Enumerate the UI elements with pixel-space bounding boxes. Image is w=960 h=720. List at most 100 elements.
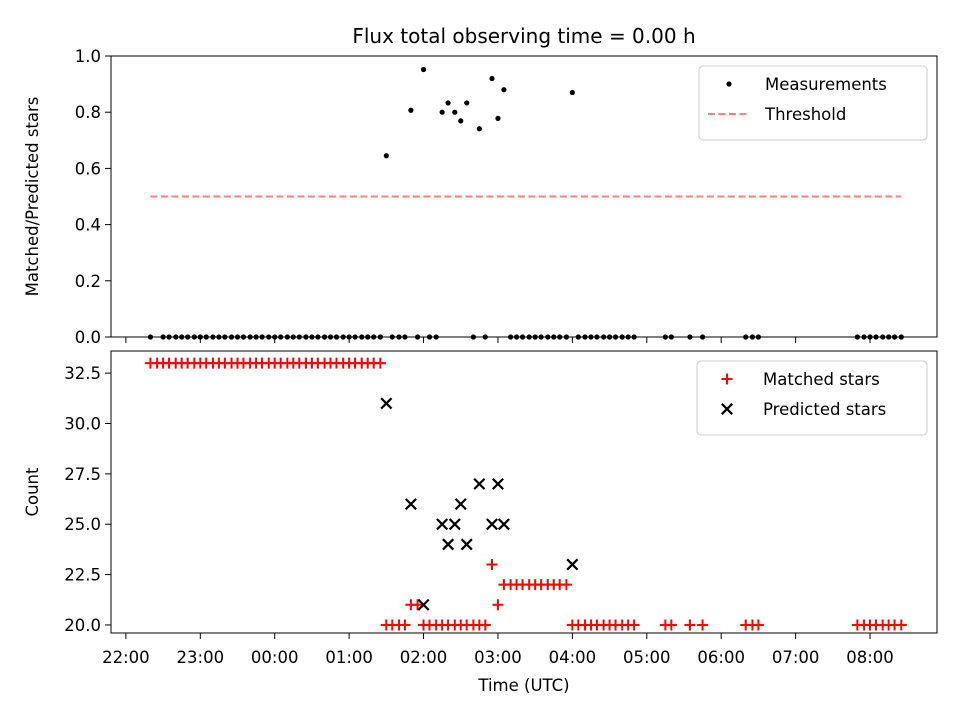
bottom-y-tick-label: 27.5	[64, 465, 101, 484]
x-axis-label: Time (UTC)	[477, 676, 569, 695]
predicted-star-point	[460, 538, 473, 551]
matched-star-point	[374, 357, 386, 369]
x-tick-label: 07:00	[772, 648, 820, 667]
measurement-point	[476, 126, 482, 132]
predicted-star-point	[380, 397, 393, 410]
measurement-point	[891, 334, 898, 340]
measurement-point	[240, 334, 247, 340]
matched-star-point	[628, 619, 640, 631]
measurement-point	[551, 334, 557, 340]
measurement-point	[147, 334, 154, 340]
bottom-axes-frame	[110, 350, 938, 634]
predicted-star-point	[448, 518, 461, 531]
measurement-point	[266, 334, 272, 340]
legend-measurement-swatch	[726, 81, 732, 87]
top-y-tick-label: 1.0	[75, 47, 101, 66]
measurement-point	[315, 334, 321, 340]
measurement-point	[538, 334, 544, 340]
measurement-point	[309, 334, 315, 340]
bottom-y-tick-label: 22.5	[64, 566, 101, 585]
measurement-point	[513, 334, 520, 340]
measurement-point	[352, 334, 358, 340]
measurement-point	[898, 334, 904, 340]
measurement-point	[582, 334, 588, 340]
measurement-point	[594, 334, 600, 340]
x-tick-label: 03:00	[474, 648, 522, 667]
bottom-y-tick-label: 25.0	[64, 515, 101, 534]
measurement-point	[575, 334, 581, 340]
x-tick-label: 04:00	[549, 648, 597, 667]
measurement-point	[606, 334, 613, 340]
measurement-point	[495, 115, 501, 121]
x-tick-label: 00:00	[251, 648, 299, 667]
measurement-point	[439, 109, 445, 115]
matched-star-point	[560, 579, 572, 591]
measurement-point	[452, 109, 458, 115]
measurement-point	[278, 334, 284, 340]
top-y-tick-label: 0.2	[75, 272, 101, 291]
measurement-point	[464, 100, 470, 106]
legend-label: Matched stars	[763, 370, 880, 389]
measurement-point	[445, 100, 451, 106]
measurement-point	[290, 334, 296, 340]
measurement-point	[284, 334, 290, 340]
top-y-tick-label: 0.0	[75, 328, 101, 347]
measurement-point	[743, 334, 749, 340]
measurement-point	[259, 334, 265, 340]
bottom-y-tick-label: 30.0	[64, 415, 101, 434]
predicted-star-point	[436, 518, 449, 531]
measurement-point	[601, 334, 607, 340]
measurement-point	[880, 334, 886, 340]
measurement-point	[886, 334, 892, 340]
measurement-point	[346, 334, 352, 340]
x-tick-label: 02:00	[400, 648, 448, 667]
predicted-star-point	[491, 477, 504, 490]
measurement-point	[749, 334, 756, 340]
measurement-point	[569, 89, 575, 96]
measurement-point	[662, 334, 668, 340]
predicted-star-point	[454, 498, 467, 511]
bottom-y-tick-label: 32.5	[64, 364, 101, 383]
measurement-point	[508, 334, 514, 340]
measurement-point	[371, 334, 377, 340]
measurement-point	[383, 153, 389, 159]
measurement-point	[408, 107, 414, 113]
top-series-measurements	[147, 66, 904, 340]
measurement-point	[365, 334, 371, 340]
predicted-star-point	[473, 477, 486, 490]
measurement-point	[303, 334, 309, 340]
measurement-point	[588, 334, 594, 340]
bottom-legend: Matched stars Predicted stars	[696, 360, 928, 436]
measurement-point	[272, 334, 278, 340]
measurement-point	[854, 334, 860, 340]
predicted-star-point	[404, 498, 417, 511]
legend-box	[696, 360, 928, 436]
predicted-star-point	[442, 538, 455, 551]
measurement-point	[861, 334, 867, 340]
x-tick-label: 06:00	[697, 648, 745, 667]
measurement-point	[668, 334, 674, 340]
measurement-point	[173, 334, 179, 340]
measurement-point	[253, 334, 259, 340]
measurement-point	[557, 334, 563, 340]
measurement-point	[389, 334, 395, 340]
matched-star-point	[697, 619, 709, 631]
top-y-tick-label: 0.4	[75, 216, 101, 235]
measurement-point	[625, 334, 631, 340]
measurement-point	[519, 334, 526, 340]
top-y-axis-label: Matched/Predicted stars	[23, 97, 42, 297]
measurement-point	[867, 334, 873, 340]
measurement-point	[396, 334, 402, 340]
measurement-point	[619, 334, 625, 340]
matched-star-point	[752, 619, 764, 631]
measurement-point	[545, 334, 551, 340]
matched-star-point	[486, 559, 498, 571]
x-tick-label: 01:00	[325, 648, 373, 667]
measurement-point	[563, 334, 570, 340]
top-panel: 0.0 0.2 0.4 0.6 0.8 1.0 Matched/Predicted star…	[23, 47, 938, 347]
measurement-point	[296, 334, 302, 340]
measurement-point	[402, 334, 408, 340]
measurement-point	[191, 334, 197, 340]
legend-label: Threshold	[764, 105, 846, 124]
